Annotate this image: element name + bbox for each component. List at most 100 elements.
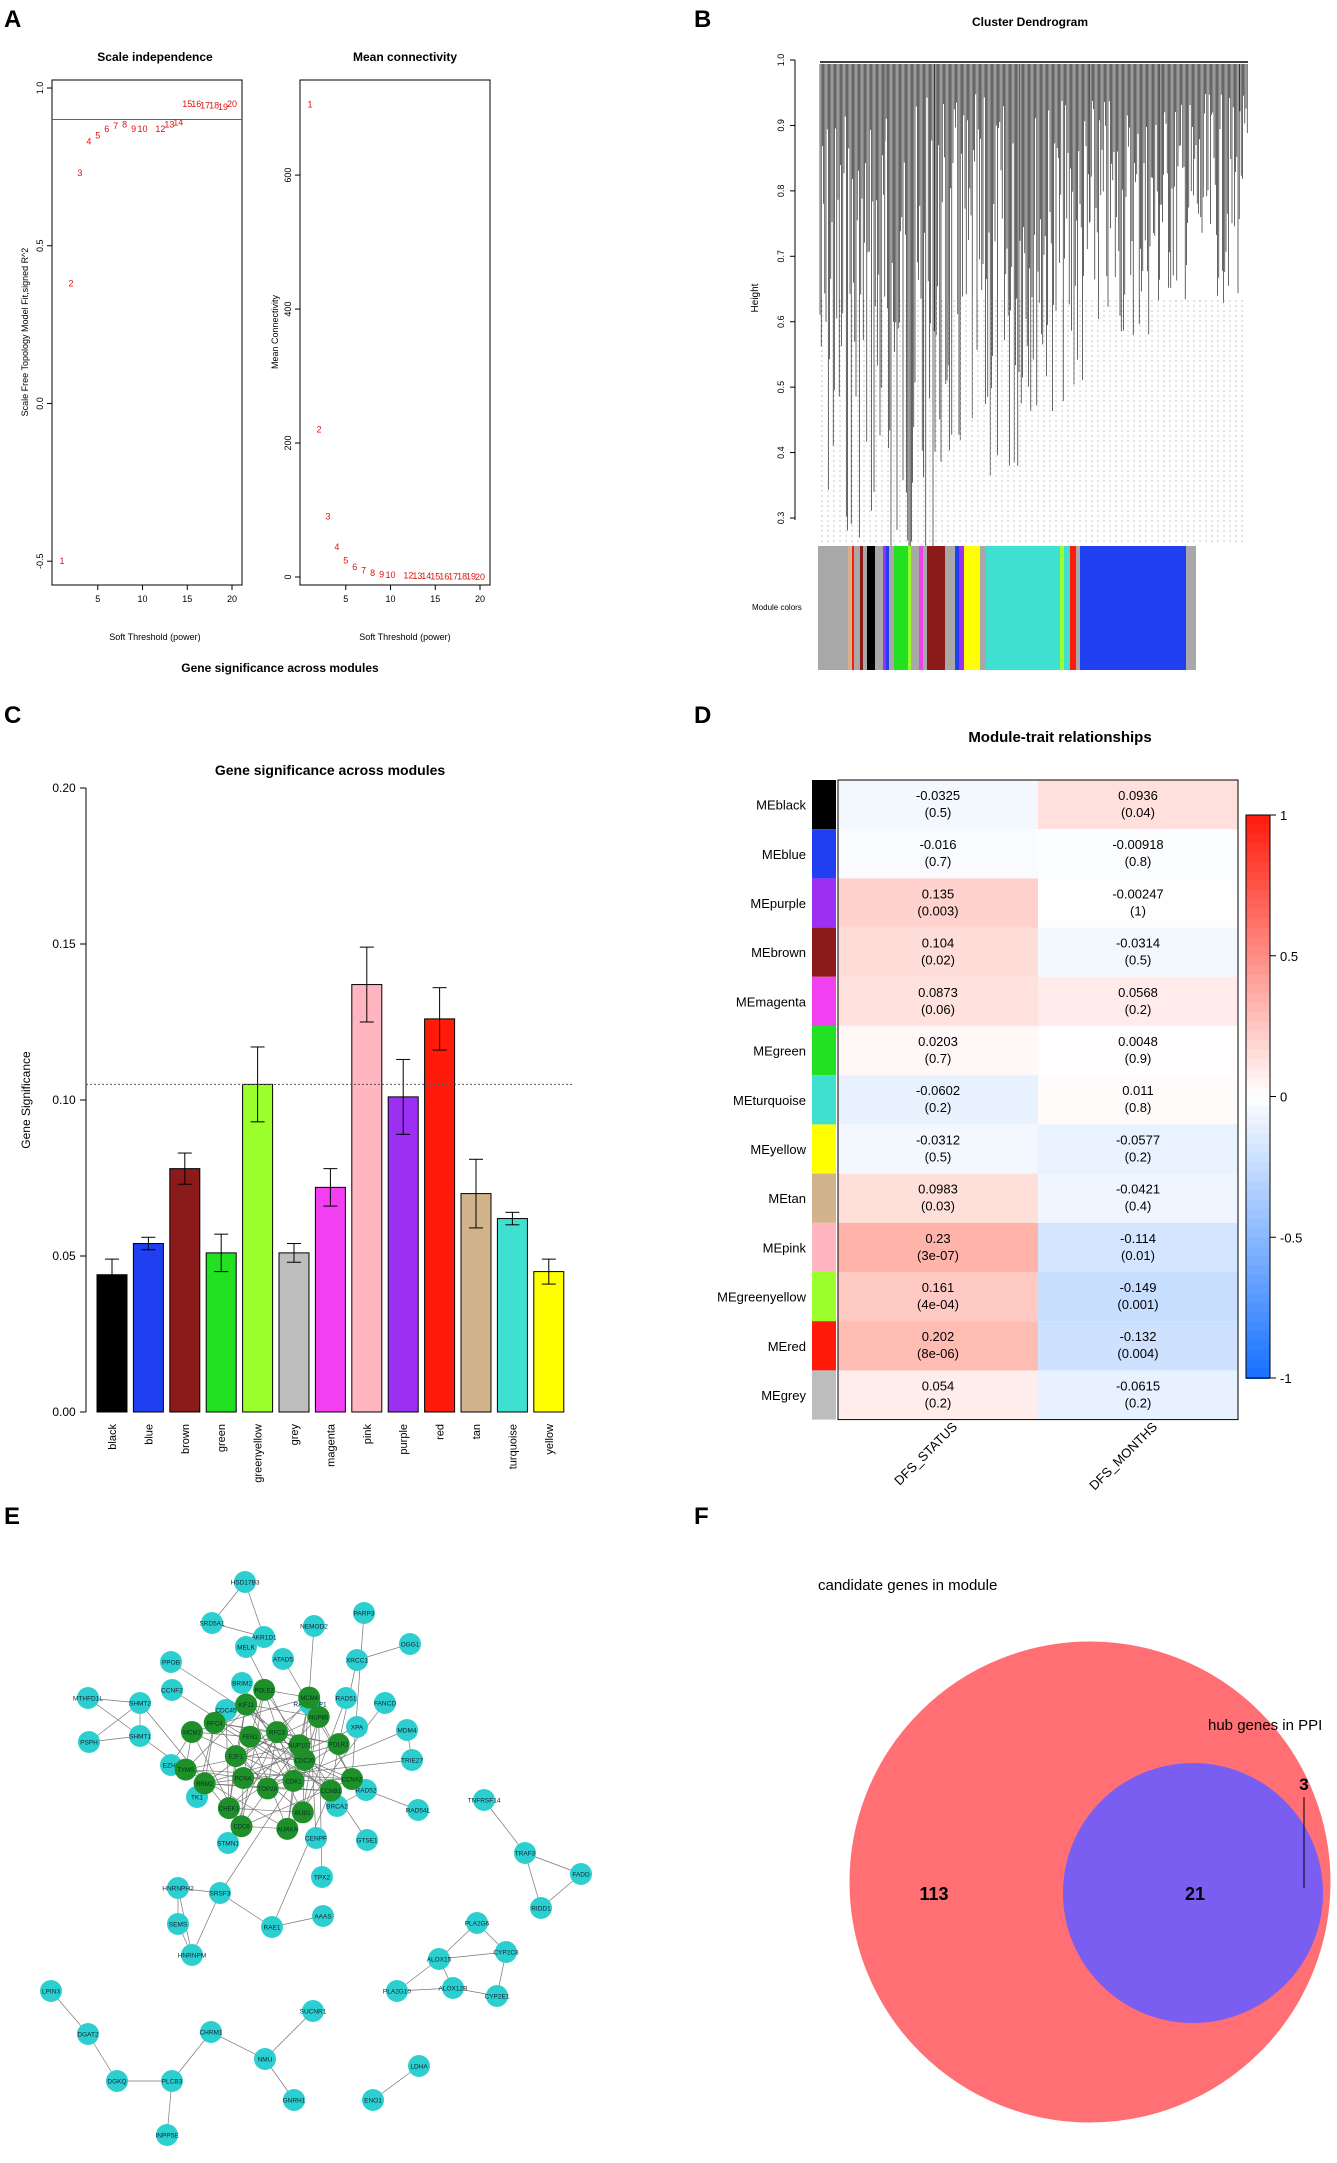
e-node-label: MTHFD1L [73,1696,103,1703]
e-hub-node [288,1734,311,1757]
b-module-color-segment [867,546,875,670]
e-node [335,1687,357,1709]
e-hub-node [282,1769,305,1792]
c-bars: black blue brown green greenyellow grey magent… [86,946,572,1483]
e-hub-node-label: CDC6 [233,1825,250,1831]
d-cell-pvalue: (0.001) [1117,1297,1158,1312]
d-cell-value: 0.011 [1122,1083,1154,1098]
d-cell-pvalue: (0.5) [925,805,952,820]
e-hub-node-label: CCNA2 [342,1777,363,1783]
a-right-point-label: 9 [379,569,384,579]
e-node-label: PSPH [80,1740,98,1747]
e-edge [235,1755,305,1761]
b-module-color-segment [911,546,919,670]
d-cell-value: -0.132 [1120,1329,1157,1344]
e-node-label: XPA [351,1725,364,1732]
d-module-swatch [812,1370,836,1420]
e-node [442,1977,464,1999]
b-module-color-segment [964,546,980,670]
e-node [374,1692,396,1714]
d-module-swatch [812,927,836,977]
b-ytick-label: 0.6 [776,315,786,328]
c-bar-purple [387,1096,419,1413]
c-bar-magenta [314,1186,346,1413]
d-colorbar-step [1246,1002,1270,1014]
e-node [302,2000,324,2022]
a-right-ytick-label: 400 [283,302,293,317]
e-hub-node [174,1758,197,1781]
d-colorbar-step [1246,1049,1270,1060]
e-edge [264,2010,314,2060]
e-edge [228,1716,319,1809]
d-cell [1038,1026,1238,1076]
e-hub-node-label: RFC4 [207,1721,223,1727]
panel-letter-f: F [694,1503,709,1530]
e-edge [438,1951,507,1960]
c-bar-green [205,1252,237,1413]
e-node-label: TPX2 [314,1875,331,1882]
b-ylabel: Height [750,283,761,312]
e-node-label: LDHA [410,2064,428,2071]
c-ytick-label: 0.15 [52,937,76,951]
e-hub-node-label: MCM4 [300,1696,318,1702]
c-category-label: tan [471,1424,483,1439]
b-module-color-segment [908,546,911,670]
e-node-label: GNRH1 [283,2098,306,2105]
a-left-xtick-label: 5 [95,594,100,604]
d-title: Module-trait relationships [968,729,1151,746]
e-hub-node [276,1817,299,1840]
a-right-point-label: 5 [343,555,348,565]
d-colorbar-step [1246,1321,1270,1333]
d-row-label-MEpurple: MEpurple [750,896,806,911]
d-colorbar-step [1246,871,1270,882]
e-node-label: DGKQ [107,2079,126,2086]
d-row-label-MEblack: MEblack [756,798,806,813]
d-colorbar-step [1246,1087,1270,1098]
d-cell-value: 0.104 [922,936,955,951]
e-edge [263,1689,368,1841]
d-cell-pvalue: (0.2) [1125,1149,1152,1164]
a-left-point-label: 9 [131,124,136,134]
d-cell [1038,1075,1238,1125]
e-node-label: RAD54L [406,1808,431,1815]
e-node-label: FADD [572,1872,590,1879]
d-cell [838,1026,1038,1076]
e-node-label: XRCC1 [346,1658,368,1665]
e-node-label: TRIE27 [401,1758,423,1765]
e-node-label: DGAT2 [77,2032,99,2039]
b-module-color-segment [919,546,923,670]
a-right-xtick-label: 20 [475,594,485,604]
c-bar-brown [169,1168,201,1413]
d-module-swatch [812,1321,836,1371]
a-left-point-label: 14 [173,118,183,128]
panel-letter-a: A [4,6,22,33]
a-right-ylabel: Mean Connectivity [270,294,280,369]
a-left-ytick-label: 1.0 [35,82,45,95]
e-node [530,1897,552,1919]
panel-d: Module-trait relationships MEblack -0.032… [717,729,1302,1493]
b-module-color-segment [945,546,955,670]
d-colorbar-step [1246,1293,1270,1304]
a-left-point-label: 7 [113,121,118,131]
c-bar-greenyellow [242,1083,274,1413]
e-node-label: RAE1 [264,1925,281,1932]
e-hub-node-label: CDC20 [295,1759,315,1765]
a-right-ytick-label: 0 [283,574,293,579]
b-module-color-segment [927,546,945,670]
e-node-label: CYP2C8 [493,1950,519,1957]
b-module-color-segment [863,546,867,670]
e-node [161,2070,183,2092]
a-caption: Gene significance across modules [181,661,379,675]
a-right-point-label: 2 [316,425,321,435]
a-right-title: Mean connectivity [353,50,457,64]
e-hub-node-label: TYMS [177,1768,194,1774]
e-node-label: ALOX15 [427,1957,452,1964]
e-node [346,1649,368,1671]
e-node [253,1626,275,1648]
d-colorbar-step [1246,1162,1270,1173]
d-cell-pvalue: (0.4) [1125,1199,1152,1214]
d-colorbar: 1 0.5 0 -0.5 -1 [1245,808,1302,1386]
d-colorbar-step [1246,918,1270,929]
a-left-point-label: 19 [218,102,228,112]
